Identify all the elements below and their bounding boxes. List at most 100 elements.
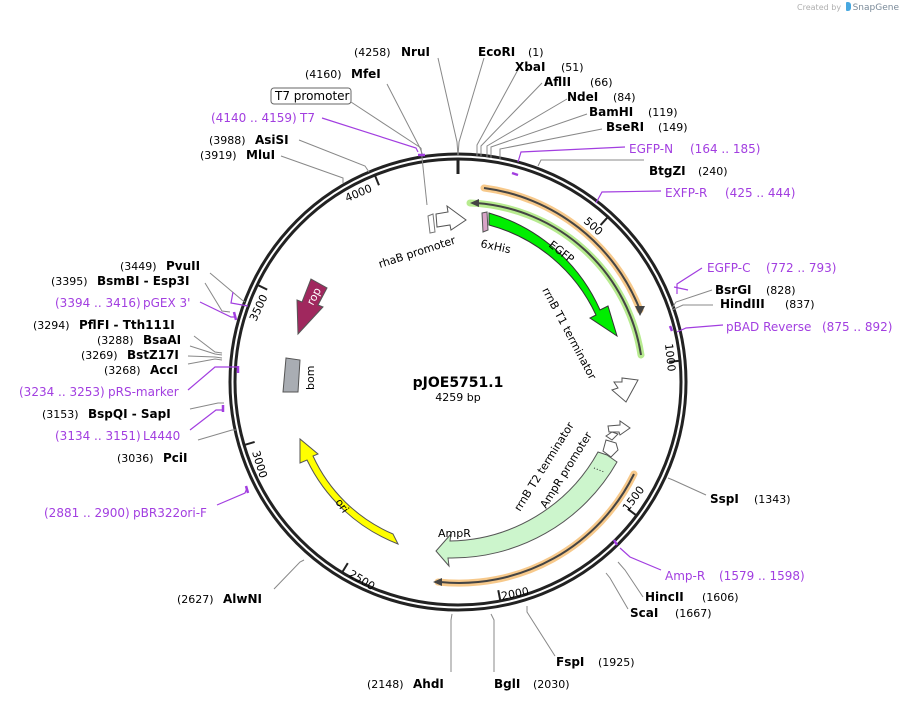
svg-text:(2627): (2627) — [177, 593, 214, 606]
feature-rop[interactable]: rop — [296, 278, 328, 336]
site-pflfi[interactable]: (3294) PflFI - Tth111I — [33, 318, 175, 332]
svg-text:(3919): (3919) — [200, 149, 237, 162]
svg-text:(1579 .. 1598): (1579 .. 1598) — [719, 569, 805, 583]
svg-text:(4258): (4258) — [354, 46, 391, 59]
svg-text:EXFP-R: EXFP-R — [665, 186, 707, 200]
svg-text:(3394 .. 3416): (3394 .. 3416) — [55, 296, 141, 310]
svg-text:SspI: SspI — [710, 492, 739, 506]
site-bsmbi[interactable]: (3395) BsmBI - Esp3I — [51, 274, 189, 288]
site-xbai[interactable]: XbaI (51) — [515, 60, 584, 74]
svg-text:(4160): (4160) — [305, 68, 342, 81]
feature-6xhis[interactable] — [481, 211, 489, 233]
svg-text:(2030): (2030) — [533, 678, 570, 691]
primer-prs-marker[interactable]: (3234 .. 3253) pRS-marker — [19, 385, 179, 399]
svg-text:HindIII: HindIII — [720, 297, 765, 311]
site-nrui[interactable]: (4258) NruI — [354, 45, 430, 59]
site-alwni[interactable]: (2627) AlwNI — [177, 592, 262, 606]
svg-text:(2881 .. 2900): (2881 .. 2900) — [44, 506, 130, 520]
svg-text:BtgZI: BtgZI — [649, 164, 686, 178]
svg-text:PciI: PciI — [163, 451, 188, 465]
site-bstz17i[interactable]: (3269) BstZ17I — [81, 348, 179, 362]
svg-text:(1606): (1606) — [702, 591, 739, 604]
svg-text:EGFP-C: EGFP-C — [707, 261, 750, 275]
site-bseri[interactable]: BseRI (149) — [606, 120, 688, 134]
tick-2000 — [497, 589, 502, 602]
primer-pgex-3[interactable]: (3394 .. 3416) pGEX 3' — [55, 296, 190, 310]
svg-text:AsiSI: AsiSI — [255, 133, 289, 147]
tick-1000 — [668, 359, 681, 363]
primer-t7[interactable]: (4140 .. 4159) T7 — [211, 111, 315, 125]
site-bsrgi[interactable]: BsrGI (828) — [715, 283, 796, 297]
tick-marks — [243, 174, 681, 602]
svg-text:pBAD Reverse: pBAD Reverse — [726, 320, 811, 334]
primer-amp-r[interactable]: Amp-R (1579 .. 1598) — [665, 569, 805, 583]
tick-label-2000: 2000 — [500, 585, 530, 603]
svg-text:PflFI - Tth111I: PflFI - Tth111I — [79, 318, 175, 332]
svg-text:BseRI: BseRI — [606, 120, 644, 134]
site-sspi[interactable]: SspI (1343) — [710, 492, 791, 506]
site-btgzi[interactable]: BtgZI (240) — [649, 164, 728, 178]
tick-2500 — [341, 562, 349, 574]
feature-bom[interactable] — [282, 357, 301, 393]
site-hindiii[interactable]: HindIII (837) — [720, 297, 815, 311]
primer-egfp-n[interactable]: EGFP-N (164 .. 185) — [629, 142, 760, 156]
site-bgli[interactable]: BglI (2030) — [494, 677, 570, 691]
svg-text:(1667): (1667) — [675, 607, 712, 620]
orf-arcs — [433, 184, 645, 587]
site-ecori[interactable]: EcoRI (1) — [478, 45, 544, 59]
svg-text:FspI: FspI — [556, 655, 584, 669]
svg-text:AccI: AccI — [150, 363, 178, 377]
site-hincii[interactable]: HincII (1606) — [645, 590, 739, 604]
svg-text:(3268): (3268) — [104, 364, 141, 377]
svg-text:(3988): (3988) — [209, 134, 246, 147]
feature-t7-promoter[interactable]: T7 promoter — [270, 87, 428, 206]
feature-ampr[interactable] — [435, 451, 618, 568]
site-acci[interactable]: (3268) AccI — [104, 363, 178, 377]
primer-pbad-reverse[interactable]: pBAD Reverse (875 .. 892) — [726, 320, 892, 334]
tick-500 — [599, 216, 609, 226]
feature-egfp[interactable] — [488, 212, 618, 338]
svg-text:(837): (837) — [785, 298, 815, 311]
plasmid-name: pJOE5751.1 — [413, 375, 504, 391]
svg-text:MluI: MluI — [246, 148, 275, 162]
feature-rrnb-t2-terminator[interactable] — [605, 420, 631, 441]
primer-pbr322ori-f[interactable]: (2881 .. 2900) pBR322ori-F — [44, 506, 207, 520]
primer-egfp-c[interactable]: EGFP-C (772 .. 793) — [707, 261, 836, 275]
credit-prefix: Created by — [797, 3, 842, 12]
site-ndei[interactable]: NdeI (84) — [567, 90, 636, 104]
tick-label-1000: 1000 — [662, 343, 678, 372]
primer-l4440[interactable]: (3134 .. 3151) L4440 — [55, 429, 180, 443]
primer-exfp-r[interactable]: EXFP-R (425 .. 444) — [665, 186, 795, 200]
site-aflii[interactable]: AflII (66) — [544, 75, 613, 89]
svg-text:AhdI: AhdI — [413, 677, 444, 691]
svg-text:(3036): (3036) — [117, 452, 154, 465]
svg-text:PvuII: PvuII — [166, 259, 200, 273]
feature-rrnb-t1-terminator[interactable] — [611, 377, 639, 403]
svg-text:XbaI: XbaI — [515, 60, 545, 74]
site-bamhi[interactable]: BamHI (119) — [589, 105, 678, 119]
svg-text:pBR322ori-F: pBR322ori-F — [133, 506, 207, 520]
feature-rhab-promoter[interactable] — [427, 204, 467, 234]
site-pvuii[interactable]: (3449) PvuII — [120, 259, 200, 273]
svg-text:(3395): (3395) — [51, 275, 88, 288]
site-pcii[interactable]: (3036) PciI — [117, 451, 188, 465]
svg-text:(1343): (1343) — [754, 493, 791, 506]
site-ahdi[interactable]: (2148) AhdI — [367, 677, 444, 691]
svg-text:T7: T7 — [299, 111, 315, 125]
svg-text:(772 .. 793): (772 .. 793) — [766, 261, 836, 275]
primer-sites: (4140 .. 4159) T7 EGFP-N (164 .. 185) EXFP… — [19, 111, 892, 583]
site-asisi[interactable]: (3988) AsiSI — [209, 133, 289, 147]
feature-ampr-promoter[interactable] — [602, 439, 619, 458]
site-bspqi[interactable]: (3153) BspQI - SapI — [42, 407, 171, 421]
site-bsaai[interactable]: (3288) BsaAI — [97, 333, 181, 347]
feature-label-ampr: AmpR — [438, 527, 471, 540]
site-mfei[interactable]: (4160) MfeI — [305, 67, 381, 81]
feature-ori[interactable] — [299, 437, 400, 545]
tick-3000 — [243, 440, 255, 446]
site-leaders — [187, 57, 713, 672]
site-fspi[interactable]: FspI (1925) — [556, 655, 635, 669]
site-scai[interactable]: ScaI (1667) — [630, 606, 712, 620]
svg-text:BsmBI - Esp3I: BsmBI - Esp3I — [97, 274, 189, 288]
site-mlui[interactable]: (3919) MluI — [200, 148, 275, 162]
